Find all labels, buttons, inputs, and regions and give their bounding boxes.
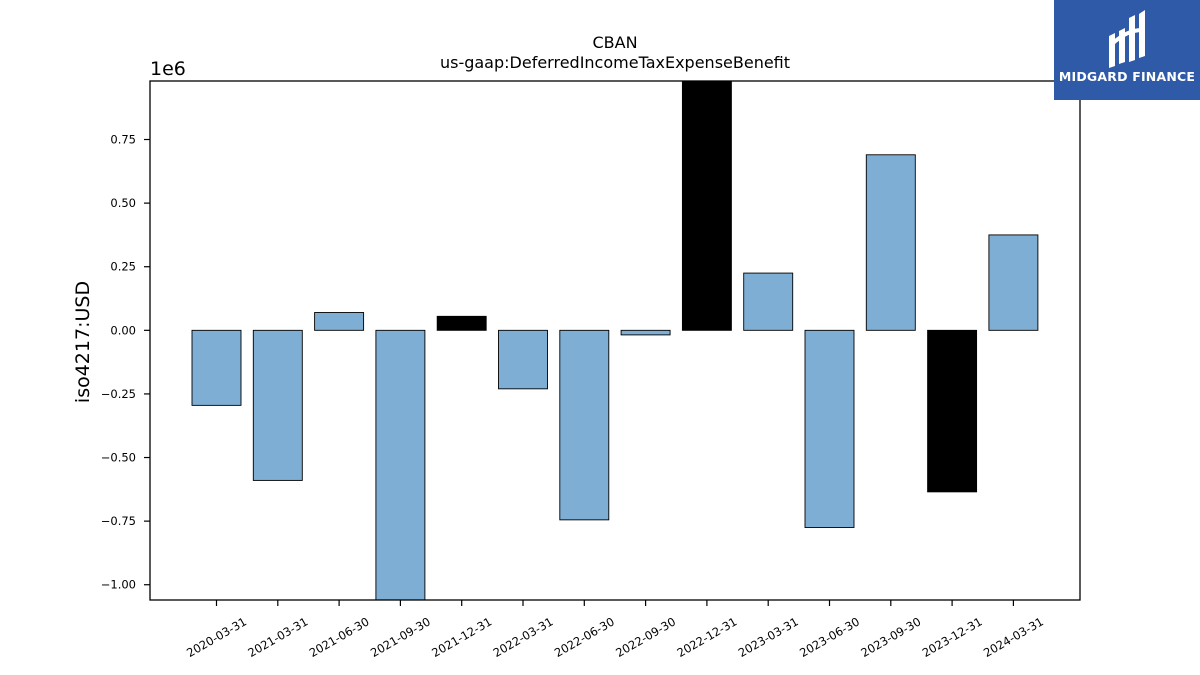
- bar-2021-09-30: [375, 329, 426, 600]
- x-tick-label: 2020-03-31: [184, 614, 249, 660]
- x-tick-label: 2021-12-31: [429, 614, 494, 660]
- x-tick-label: 2023-09-30: [858, 614, 923, 660]
- bar-2022-03-31: [498, 329, 548, 390]
- y-scale-label: 1e6: [150, 58, 186, 80]
- y-tick-label: −1.00: [101, 578, 136, 592]
- y-tick-label: 0.75: [110, 133, 136, 147]
- y-axis-label: iso4217:USD: [72, 281, 94, 403]
- bar-2021-12-31: [436, 315, 487, 331]
- midgard-logo-icon: [1109, 10, 1145, 68]
- bars-group: [191, 81, 1039, 600]
- x-axis: 2020-03-312021-03-312021-06-302021-09-30…: [184, 600, 1046, 660]
- bar-2023-09-30: [865, 154, 916, 331]
- y-tick-label: −0.25: [101, 387, 136, 401]
- y-tick-label: 0.25: [110, 260, 136, 274]
- x-tick-label: 2022-03-31: [491, 614, 556, 660]
- x-tick-label: 2022-12-31: [675, 614, 740, 660]
- bar-2024-03-31: [988, 234, 1039, 331]
- y-tick-label: 0.50: [110, 196, 136, 210]
- bar-2020-03-31: [191, 329, 242, 406]
- y-axis: −1.00 −0.75 −0.50 −0.25 0.00 0.25 0.50 0.75: [101, 133, 150, 592]
- bar-2023-06-30: [804, 329, 855, 528]
- x-tick-label: 2023-12-31: [920, 614, 985, 660]
- y-tick-label: −0.50: [101, 451, 136, 465]
- x-tick-label: 2023-06-30: [797, 614, 862, 660]
- x-tick-label: 2021-06-30: [307, 614, 372, 660]
- bar-2021-03-31: [252, 329, 303, 481]
- y-tick-label: −0.75: [101, 514, 136, 528]
- x-tick-label: 2024-03-31: [981, 614, 1046, 660]
- bar-2022-12-31: [681, 81, 732, 331]
- bar-2021-06-30: [314, 312, 365, 331]
- bar-2022-06-30: [559, 329, 610, 521]
- x-tick-label: 2021-03-31: [245, 614, 310, 660]
- bar-2023-03-31: [743, 272, 794, 331]
- plot-frame: [149, 80, 1081, 601]
- chart-title: CBAN: [592, 33, 637, 52]
- x-tick-label: 2022-06-30: [552, 614, 617, 660]
- bar-2023-12-31: [927, 329, 978, 493]
- x-tick-label: 2022-09-30: [613, 614, 678, 660]
- x-tick-label: 2023-03-31: [736, 614, 801, 660]
- x-tick-label: 2021-09-30: [368, 614, 433, 660]
- bar-2022-09-30: [620, 329, 671, 336]
- y-tick-label: 0.00: [110, 323, 136, 337]
- logo-text: MIDGARD FINANCE: [1058, 69, 1196, 84]
- midgard-finance-logo: MIDGARD FINANCE: [1054, 0, 1200, 100]
- chart-subtitle: us-gaap:DeferredIncomeTaxExpenseBenefit: [440, 53, 790, 72]
